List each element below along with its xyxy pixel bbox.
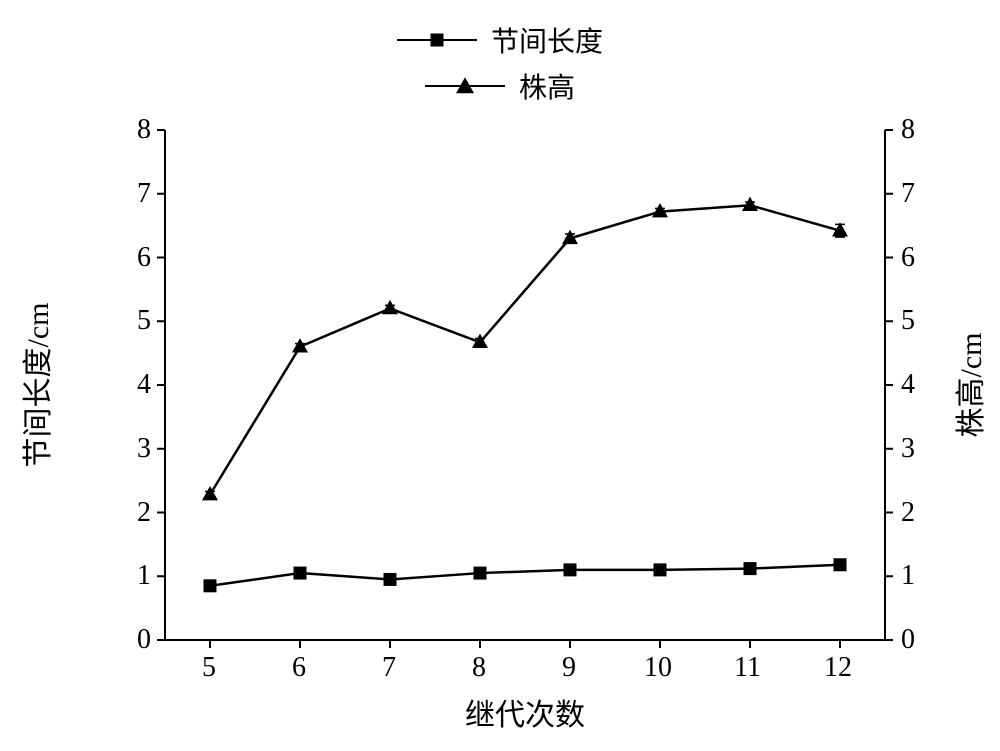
chart-container: 节间长度 株高 01234567801234567856789101112 节间… [0,0,1000,751]
x-tick-label: 7 [382,652,396,684]
y-left-tick-label: 0 [137,624,151,656]
x-tick-label: 12 [824,652,852,684]
x-tick-label: 9 [562,652,576,684]
y-left-tick-label: 4 [137,369,151,401]
y-left-tick-label: 5 [137,305,151,337]
y-right-tick-label: 2 [901,497,915,529]
y-left-tick-label: 6 [137,242,151,274]
y-right-tick-label: 4 [901,369,915,401]
y-left-tick-label: 3 [137,433,151,465]
y-left-tick-label: 1 [137,560,151,592]
x-tick-label: 5 [202,652,216,684]
x-tick-label: 11 [734,652,761,684]
y-right-tick-label: 0 [901,624,915,656]
y-right-axis-label: 株高/cm [946,333,990,438]
y-right-tick-label: 8 [901,114,915,146]
y-right-tick-label: 5 [901,305,915,337]
x-tick-label: 10 [644,652,672,684]
y-right-tick-label: 7 [901,178,915,210]
y-right-tick-label: 1 [901,560,915,592]
x-tick-label: 8 [472,652,486,684]
y-left-tick-label: 7 [137,178,151,210]
y-left-axis-label: 节间长度/cm [13,303,57,468]
x-tick-label: 6 [292,652,306,684]
y-right-tick-label: 3 [901,433,915,465]
y-left-tick-label: 2 [137,497,151,529]
y-left-tick-label: 8 [137,114,151,146]
y-right-tick-label: 6 [901,242,915,274]
x-axis-label: 继代次数 [465,690,585,734]
